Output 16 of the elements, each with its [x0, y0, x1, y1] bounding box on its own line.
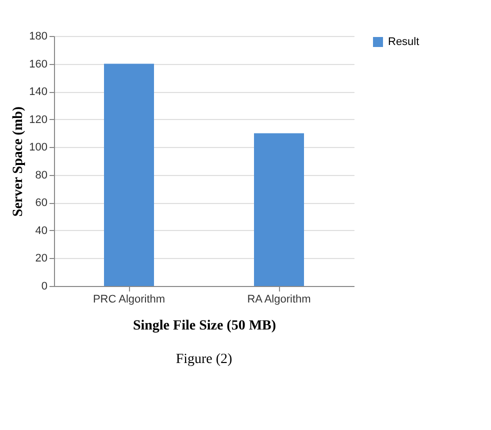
y-tick-label: 160 [29, 58, 48, 70]
y-axis-title: Server Space (mb) [11, 106, 26, 217]
y-tick-label: 60 [35, 197, 48, 210]
y-tick-label: 100 [29, 142, 48, 154]
x-tick-label: RA Algorithm [247, 294, 311, 306]
y-tick-label: 120 [29, 114, 48, 126]
x-axis-title: Single File Size (50 MB) [132, 318, 276, 334]
y-tick-label: 0 [41, 280, 48, 292]
y-tick-label: 40 [35, 224, 48, 237]
y-tick-label: 20 [35, 252, 48, 265]
y-tick-label: 80 [35, 169, 48, 182]
legend-label: Result [388, 36, 420, 48]
y-tick-label: 180 [29, 30, 48, 42]
x-tick-label: PRC Algorithm [92, 294, 166, 306]
text: Figure (2) [176, 352, 233, 367]
y-tick-label: 140 [29, 86, 48, 98]
